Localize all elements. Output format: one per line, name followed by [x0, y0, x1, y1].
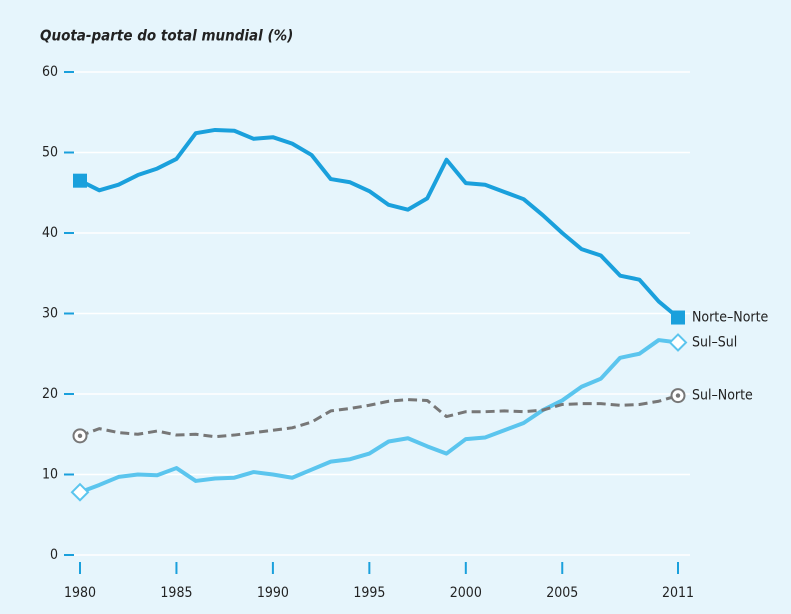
x-tick-label: 1980 — [64, 585, 96, 601]
legend-label: Norte–Norte — [692, 310, 769, 326]
legend-label: Sul–Sul — [692, 334, 737, 350]
x-tick-label: 2011 — [662, 585, 694, 601]
y-tick-label: 10 — [42, 467, 58, 483]
chart-title: Quota-parte do total mundial (%) — [40, 27, 293, 45]
y-tick-label: 40 — [42, 225, 58, 241]
x-tick-label: 1995 — [353, 585, 385, 601]
line — [79, 338, 679, 495]
legend-label: Sul–Norte — [692, 388, 753, 404]
end-marker-dot — [675, 393, 681, 398]
line — [79, 394, 679, 439]
start-marker — [73, 173, 87, 188]
x-tick-label: 2005 — [546, 585, 578, 601]
end-marker — [668, 333, 688, 352]
y-tick-label: 0 — [50, 547, 58, 563]
x-tick-label: 1985 — [160, 585, 192, 601]
end-marker — [671, 310, 685, 325]
start-marker-dot — [77, 433, 83, 439]
x-tick-label: 1990 — [257, 585, 289, 601]
y-tick-label: 20 — [42, 386, 58, 402]
y-tick-label: 30 — [42, 306, 58, 322]
x-tick-label: 2000 — [450, 585, 482, 601]
line — [79, 127, 680, 320]
start-marker — [70, 482, 90, 502]
y-tick-label: 60 — [42, 64, 58, 80]
y-tick-label: 50 — [42, 145, 58, 161]
